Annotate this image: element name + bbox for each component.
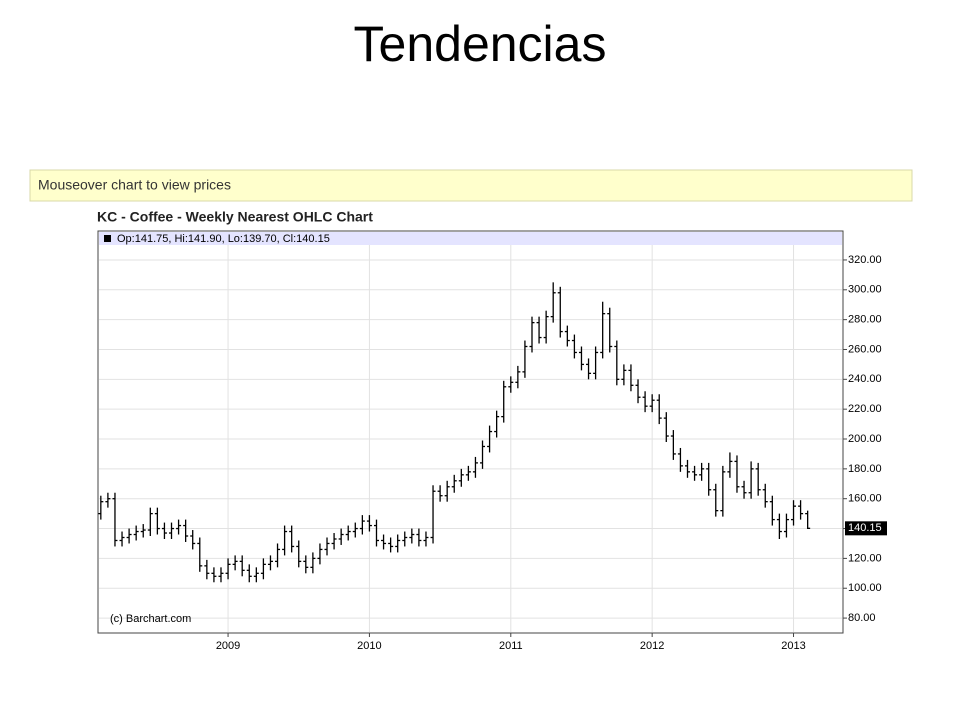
x-tick-label: 2011 <box>499 640 523 652</box>
banner-text: Mouseover chart to view prices <box>38 177 231 193</box>
y-tick-label: 100.00 <box>848 582 882 594</box>
x-tick-label: 2012 <box>640 640 664 652</box>
banner <box>29 169 913 202</box>
last-price-label: 140.15 <box>848 522 882 534</box>
plot-area <box>97 230 844 634</box>
x-tick-label: 2009 <box>216 640 240 652</box>
y-tick-label: 320.00 <box>848 254 882 266</box>
y-tick-label: 260.00 <box>848 343 882 355</box>
y-tick-label: 80.00 <box>848 612 876 624</box>
info-icon <box>104 235 111 242</box>
last-price-box <box>845 521 887 536</box>
y-tick-label: 280.00 <box>848 314 882 326</box>
info-text: Op:141.75, Hi:141.90, Lo:139.70, Cl:140.… <box>117 233 330 245</box>
chart-title: KC - Coffee - Weekly Nearest OHLC Chart <box>97 209 373 225</box>
y-tick-label: 240.00 <box>848 373 882 385</box>
x-tick-label: 2010 <box>357 640 381 652</box>
y-tick-label: 160.00 <box>848 493 882 505</box>
slide-title: Tendencias <box>354 16 607 72</box>
y-tick-label: 200.00 <box>848 433 882 445</box>
x-tick-label: 2013 <box>781 640 805 652</box>
y-tick-label: 220.00 <box>848 403 882 415</box>
y-tick-label: 300.00 <box>848 284 882 296</box>
info-bar <box>99 232 842 245</box>
y-tick-label: 120.00 <box>848 552 882 564</box>
y-tick-label: 180.00 <box>848 463 882 475</box>
copyright: (c) Barchart.com <box>110 613 191 625</box>
